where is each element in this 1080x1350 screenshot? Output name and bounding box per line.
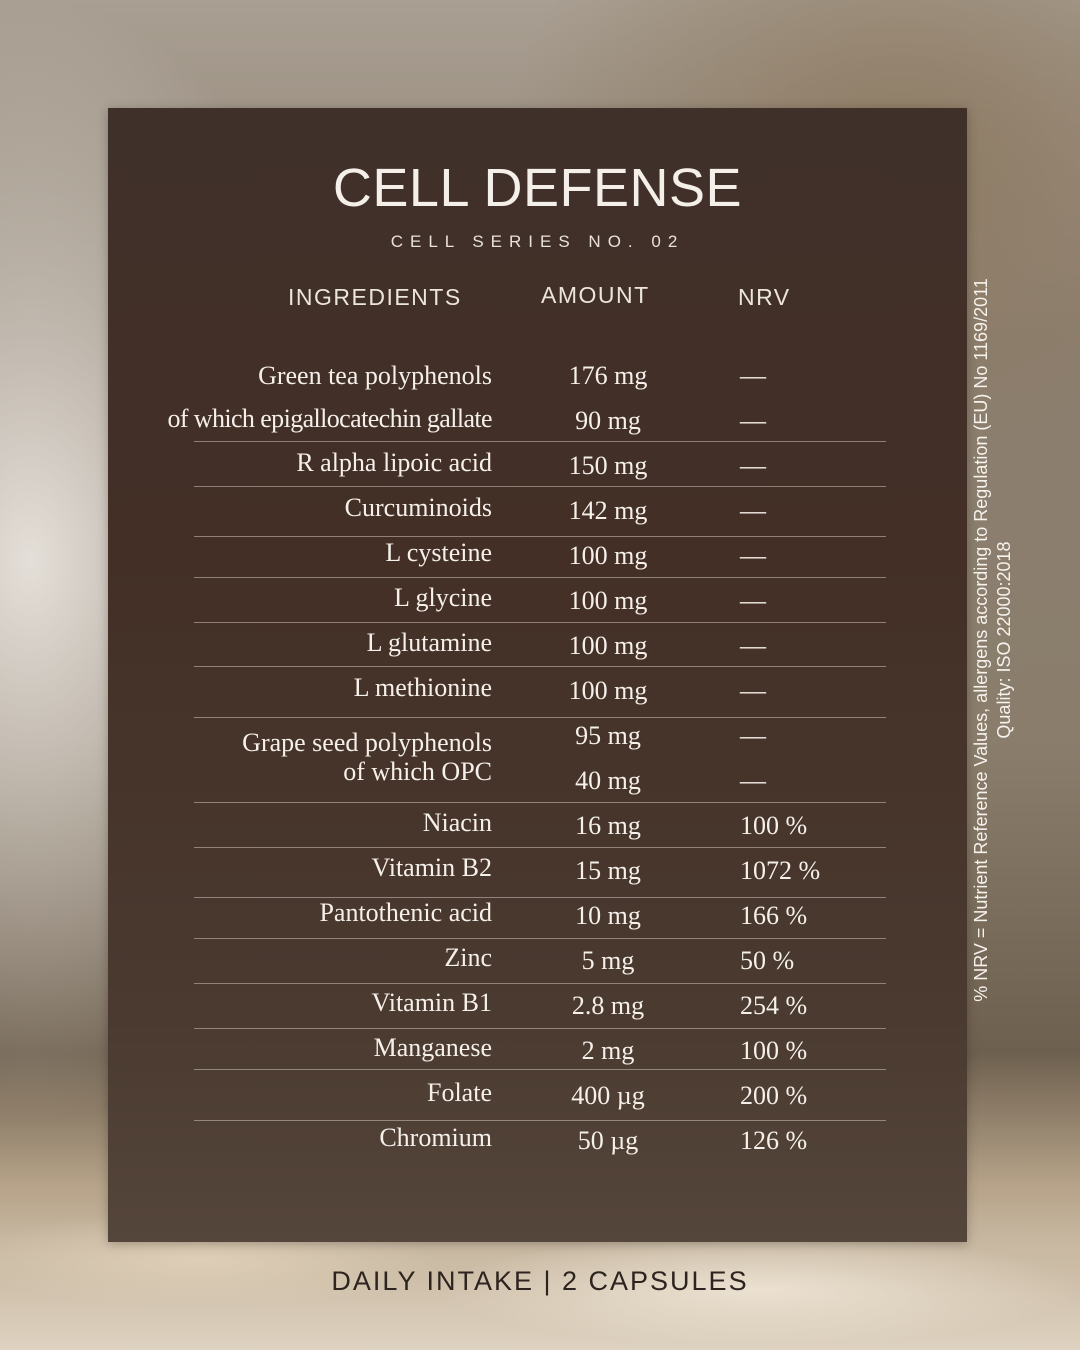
- ingredient-amount: 5 mg: [581, 946, 635, 975]
- row-divider: [194, 938, 886, 939]
- ingredient-nrv: 200 %: [740, 1081, 808, 1110]
- ingredient-nrv: —: [740, 676, 766, 705]
- ingredient-nrv: —: [740, 541, 766, 570]
- row-divider: [194, 441, 886, 442]
- header-amount: AMOUNT: [541, 282, 650, 308]
- ingredient-amount: 2.8 mg: [571, 991, 645, 1020]
- header-ingredients: INGREDIENTS: [288, 284, 462, 310]
- ingredient-name: Green tea polyphenols: [258, 361, 492, 390]
- ingredient-name: Vitamin B2: [371, 853, 493, 882]
- row-divider: [194, 1120, 886, 1121]
- ingredient-amount: 100 mg: [568, 541, 648, 570]
- ingredient-amount: 15 mg: [575, 856, 641, 885]
- ingredient-amount: 95 mg: [575, 721, 641, 750]
- ingredient-nrv: —: [740, 766, 766, 795]
- ingredient-name: Manganese: [373, 1033, 492, 1062]
- ingredient-name: L methionine: [353, 673, 492, 702]
- daily-intake-footer: DAILY INTAKE | 2 CAPSULES: [331, 1266, 749, 1296]
- row-divider: [194, 717, 886, 718]
- ingredient-name: Zinc: [444, 943, 492, 972]
- ingredients-table: Green tea polyphenols 176 mg — of which …: [108, 108, 967, 1242]
- ingredient-nrv: —: [740, 451, 766, 480]
- ingredient-name: L cysteine: [385, 538, 492, 567]
- row-divider: [194, 622, 886, 623]
- ingredient-nrv: 50 %: [740, 946, 795, 975]
- ingredient-amount: 100 mg: [568, 676, 648, 705]
- ingredient-name: L glutamine: [366, 628, 492, 657]
- ingredient-name: Pantothenic acid: [319, 898, 492, 927]
- ingredient-nrv: —: [740, 631, 766, 660]
- ingredient-nrv: —: [740, 406, 766, 435]
- ingredient-name: Grape seed polyphenols: [242, 728, 492, 757]
- ingredient-name: Niacin: [422, 808, 492, 837]
- row-divider: [194, 1028, 886, 1029]
- ingredient-nrv: 254 %: [740, 991, 808, 1020]
- ingredient-name: L glycine: [394, 583, 492, 612]
- ingredient-name: Curcuminoids: [344, 493, 492, 522]
- ingredient-name: Chromium: [379, 1123, 492, 1152]
- ingredient-amount: 2 mg: [581, 1036, 635, 1065]
- ingredient-nrv: —: [740, 721, 766, 750]
- row-divider: [194, 1069, 886, 1070]
- ingredient-amount: 10 mg: [575, 901, 641, 930]
- product-title: CELL DEFENSE: [332, 158, 743, 218]
- ingredient-amount: 176 mg: [568, 361, 648, 390]
- row-divider: [194, 666, 886, 667]
- ingredient-amount: 400 µg: [571, 1081, 645, 1110]
- row-divider: [194, 897, 886, 898]
- row-divider: [194, 983, 886, 984]
- row-divider: [194, 486, 886, 487]
- ingredient-name: of which OPC: [343, 757, 492, 786]
- ingredient-amount: 100 mg: [568, 631, 648, 660]
- ingredient-amount: 40 mg: [575, 766, 641, 795]
- header-nrv: NRV: [738, 284, 791, 310]
- product-subtitle: CELL SERIES NO. 02: [390, 232, 685, 251]
- nrv-regulation-note: % NRV = Nutrient Reference Values, aller…: [970, 190, 1040, 1090]
- ingredient-nrv: —: [740, 496, 766, 525]
- ingredient-name: of which epigallocatechin gallate: [167, 404, 492, 433]
- nrv-note-line: % NRV = Nutrient Reference Values, aller…: [971, 278, 991, 1002]
- ingredient-nrv: —: [740, 586, 766, 615]
- ingredient-name: Vitamin B1: [371, 988, 493, 1017]
- ingredient-nrv: 100 %: [740, 1036, 808, 1065]
- ingredient-amount: 142 mg: [568, 496, 648, 525]
- ingredient-nrv: 1072 %: [740, 856, 821, 885]
- ingredient-amount: 16 mg: [575, 811, 641, 840]
- row-divider: [194, 536, 886, 537]
- row-divider: [194, 847, 886, 848]
- ingredient-nrv: 100 %: [740, 811, 808, 840]
- ingredient-name: Folate: [427, 1078, 492, 1107]
- ingredient-nrv: —: [740, 361, 766, 390]
- ingredient-nrv: 166 %: [740, 901, 808, 930]
- ingredient-amount: 150 mg: [568, 451, 648, 480]
- ingredient-name: R alpha lipoic acid: [296, 448, 492, 477]
- row-divider: [194, 802, 886, 803]
- ingredient-nrv: 126 %: [740, 1126, 808, 1155]
- nutrition-card: CELL DEFENSE CELL SERIES NO. 02 INGREDIE…: [108, 108, 967, 1242]
- ingredient-amount: 90 mg: [575, 406, 641, 435]
- ingredient-amount: 50 µg: [577, 1126, 639, 1155]
- row-divider: [194, 577, 886, 578]
- ingredient-amount: 100 mg: [568, 586, 648, 615]
- quality-note-line: Quality: ISO 22000:2018: [994, 541, 1014, 739]
